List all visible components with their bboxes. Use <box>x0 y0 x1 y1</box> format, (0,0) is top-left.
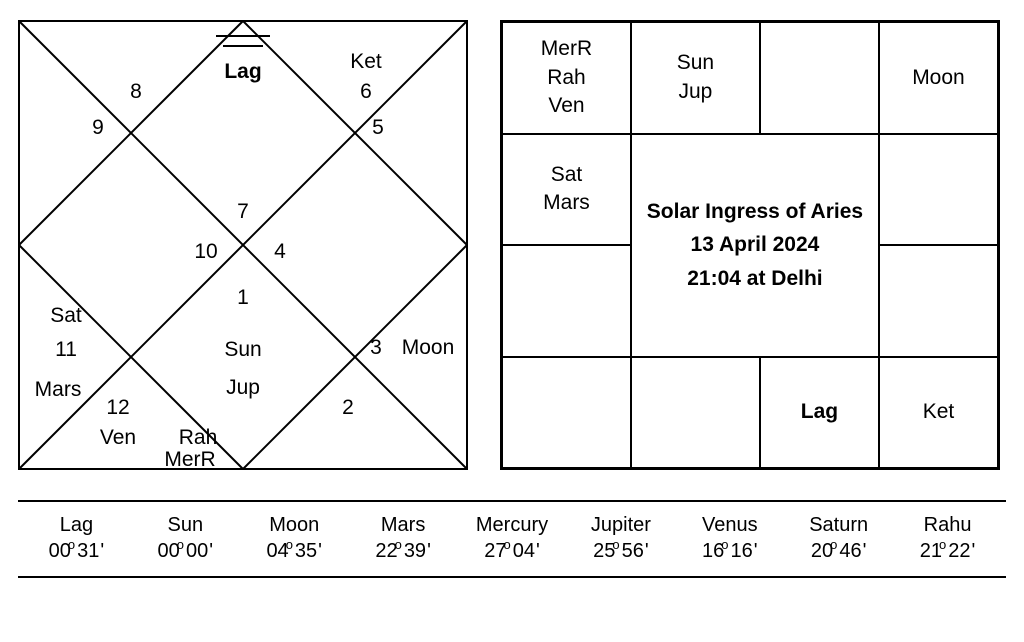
house-number: 7 <box>237 200 249 224</box>
degree-value: 16o16' <box>675 538 784 564</box>
degree-item: Rahu21o22' <box>893 512 1002 564</box>
planet-label: Sun <box>677 49 714 77</box>
house-number: 5 <box>372 116 384 140</box>
south-middle-band: SatMars Solar Ingress of Aries 13 April … <box>502 134 998 357</box>
house-number: 3 <box>370 336 382 360</box>
degree-label: Mercury <box>458 512 567 538</box>
south-cell-aquarius: SatMars <box>502 134 631 246</box>
north-chart-grid <box>18 20 468 470</box>
degree-label: Moon <box>240 512 349 538</box>
planet-label: Jup <box>226 376 260 400</box>
south-cell-capricorn <box>502 245 631 357</box>
house-number: 11 <box>55 338 77 362</box>
degree-value: 27o04' <box>458 538 567 564</box>
planet-label: Lag <box>801 398 838 426</box>
south-cell-sagittarius <box>502 357 631 469</box>
house-number: 12 <box>106 396 129 420</box>
degree-label: Mars <box>349 512 458 538</box>
south-row-4: Lag Ket <box>502 357 998 469</box>
degree-item: Jupiter25o56' <box>566 512 675 564</box>
south-cell-taurus <box>760 22 879 134</box>
planet-label: Lag <box>224 60 261 84</box>
south-cell-gemini: Moon <box>879 22 998 134</box>
title-line-3: 21:04 at Delhi <box>687 262 822 296</box>
degrees-table: Lag00o31'Sun00o00'Moon04o35'Mars22o39'Me… <box>18 500 1006 578</box>
planet-label: Jup <box>679 78 713 106</box>
south-cell-libra: Lag <box>760 357 879 469</box>
degrees-rule-bottom <box>18 576 1006 578</box>
degree-value: 00o31' <box>22 538 131 564</box>
planet-label: Sat <box>50 304 82 328</box>
title-line-2: 13 April 2024 <box>691 228 820 262</box>
south-row-1: MerRRahVen SunJup Moon <box>502 22 998 134</box>
degree-label: Lag <box>22 512 131 538</box>
south-cell-pisces: MerRRahVen <box>502 22 631 134</box>
south-cell-leo <box>879 245 998 357</box>
north-indian-chart: 789101112123456LagKetSatMarsVenRahMerRSu… <box>18 20 468 470</box>
degree-item: Lag00o31' <box>22 512 131 564</box>
planet-label: MerR <box>541 35 592 63</box>
degree-label: Rahu <box>893 512 1002 538</box>
degree-label: Sun <box>131 512 240 538</box>
south-chart-title: Solar Ingress of Aries 13 April 2024 21:… <box>631 134 879 357</box>
degree-label: Jupiter <box>566 512 675 538</box>
degree-value: 00o00' <box>131 538 240 564</box>
house-number: 4 <box>274 240 286 264</box>
planet-label: Rah <box>179 426 218 450</box>
house-number: 10 <box>194 240 217 264</box>
degree-label: Saturn <box>784 512 893 538</box>
planet-label: Ven <box>100 426 136 450</box>
planet-label: Rah <box>547 64 586 92</box>
degree-item: Sun00o00' <box>131 512 240 564</box>
planet-label: MerR <box>164 448 215 472</box>
degree-item: Venus16o16' <box>675 512 784 564</box>
planet-label: Ven <box>548 92 584 120</box>
house-number: 8 <box>130 80 142 104</box>
degree-item: Mars22o39' <box>349 512 458 564</box>
planet-label: Moon <box>912 64 965 92</box>
degree-item: Mercury27o04' <box>458 512 567 564</box>
house-number: 9 <box>92 116 104 140</box>
degree-value: 25o56' <box>566 538 675 564</box>
south-indian-chart: MerRRahVen SunJup Moon SatMars Solar Ing… <box>500 20 1000 470</box>
south-cell-scorpio <box>631 357 760 469</box>
degree-item: Moon04o35' <box>240 512 349 564</box>
south-cell-aries: SunJup <box>631 22 760 134</box>
planet-label: Sat <box>551 161 583 189</box>
degree-value: 04o35' <box>240 538 349 564</box>
degrees-row: Lag00o31'Sun00o00'Moon04o35'Mars22o39'Me… <box>18 502 1006 576</box>
degree-value: 22o39' <box>349 538 458 564</box>
degree-item: Saturn20o46' <box>784 512 893 564</box>
planet-label: Mars <box>543 189 590 217</box>
degree-value: 20o46' <box>784 538 893 564</box>
planet-label: Ket <box>350 50 382 74</box>
planet-label: Sun <box>224 338 261 362</box>
south-cell-virgo: Ket <box>879 357 998 469</box>
house-number: 2 <box>342 396 354 420</box>
planet-label: Moon <box>402 336 455 360</box>
planet-label: Ket <box>923 398 955 426</box>
degree-value: 21o22' <box>893 538 1002 564</box>
house-number: 1 <box>237 286 249 310</box>
house-number: 6 <box>360 80 372 104</box>
title-line-1: Solar Ingress of Aries <box>647 195 863 229</box>
degree-label: Venus <box>675 512 784 538</box>
planet-label: Mars <box>35 378 82 402</box>
south-cell-cancer <box>879 134 998 246</box>
